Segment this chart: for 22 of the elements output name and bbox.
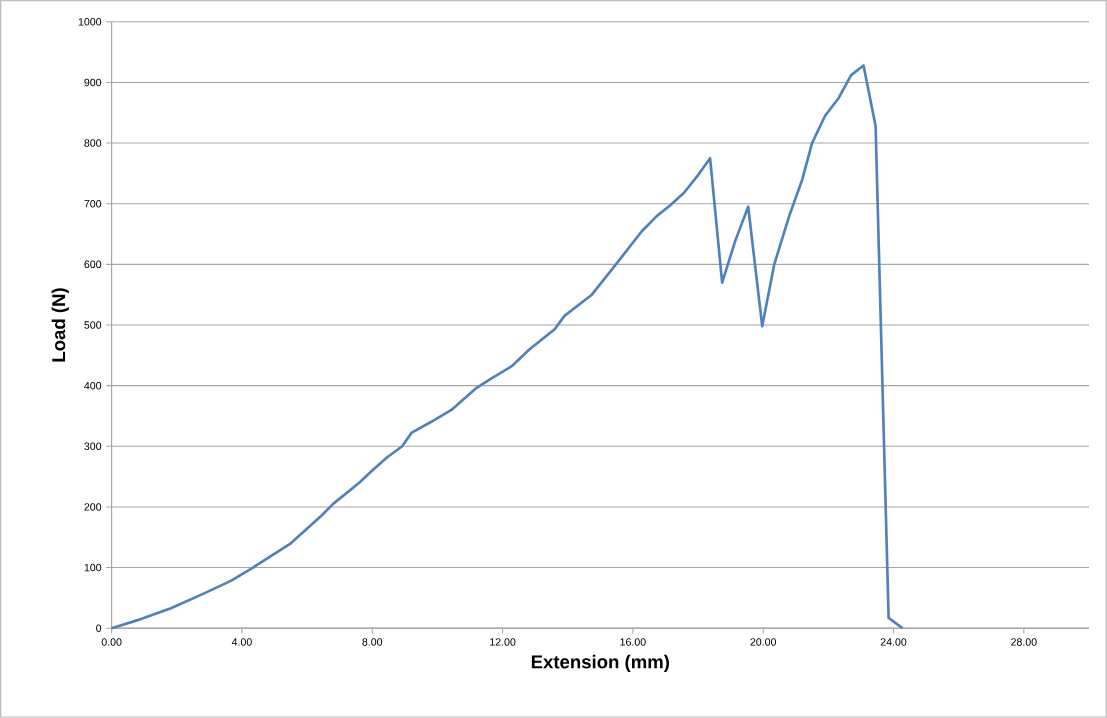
y-tick-label: 400 [84,382,102,390]
y-tick-label: 100 [84,563,102,572]
y-tick-label: 700 [84,200,102,208]
y-tick-label: 1000 [78,18,102,26]
x-axis-title: Extension (mm) [531,654,669,673]
y-tick-label: 600 [84,260,102,269]
x-tick-label: 28.00 [1011,638,1037,646]
x-tick-label: 0.00 [101,638,122,646]
y-tick-label: 200 [84,503,102,511]
x-tick-label: 16.00 [620,638,646,646]
x-tick-label: 24.00 [880,638,907,646]
x-tick-label: 8.00 [362,638,383,646]
y-tick-label: 300 [84,442,102,451]
y-axis-title: Load (N) [51,288,69,362]
line-series [110,64,904,630]
y-tick-label: 500 [84,321,102,329]
y-tick-label: 0 [96,624,102,633]
x-tick-label: 12.00 [490,638,516,646]
y-tick-label: 800 [84,139,102,147]
y-tick-label: 900 [84,78,102,87]
x-tick-label: 4.00 [231,638,252,646]
x-tick-label: 20.00 [750,638,777,646]
